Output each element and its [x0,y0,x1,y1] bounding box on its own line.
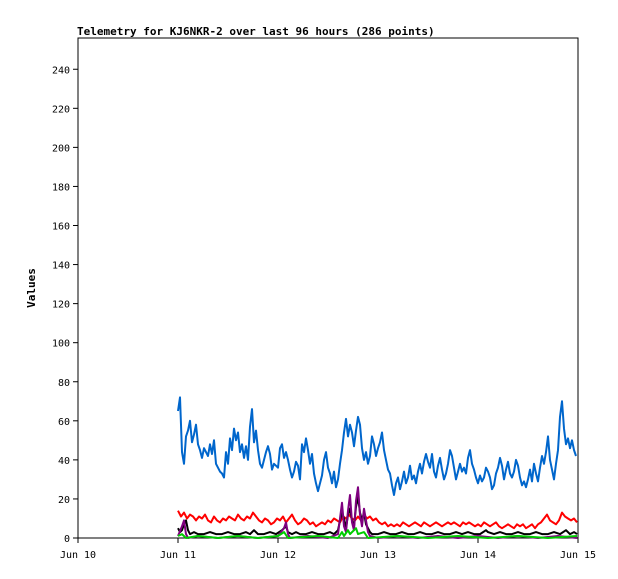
x-tick-label: Jun 10 [60,550,96,561]
y-tick-label: 60 [58,417,70,428]
series-line-4 [177,486,578,539]
series-line-5 [177,527,578,539]
x-tick-label: Jun 11 [160,550,196,561]
y-tick-label: 80 [58,378,70,389]
series-line-2 [177,510,578,530]
x-tick-label: Jun 13 [360,550,396,561]
y-tick-label: 180 [52,182,70,193]
y-tick-label: 160 [52,222,70,233]
y-tick-label: 120 [52,300,70,311]
y-tick-label: 140 [52,261,70,272]
series-layer [177,396,578,539]
y-tick-label: 240 [52,65,70,76]
x-tick-label: Jun 15 [560,550,596,561]
y-axis-label: Values [25,268,38,308]
y-tick-label: 200 [52,143,70,154]
y-tick-label: 220 [52,104,70,115]
y-axis: 0 20 40 60 80 100 120 140 160 180 200 220 240 [52,65,78,545]
y-tick-label: 40 [58,456,70,467]
y-tick-label: 100 [52,339,70,350]
series-line-1 [177,396,577,496]
x-tick-label: Jun 12 [260,550,296,561]
chart-title: Telemetry for KJ6NKR-2 over last 96 hour… [77,25,435,38]
x-axis: Jun 10 Jun 11 Jun 12 Jun 13 Jun 14 Jun 15 [60,538,596,561]
y-tick-label: 20 [58,495,70,506]
y-tick-label: 0 [64,534,70,545]
x-tick-label: Jun 14 [460,550,496,561]
